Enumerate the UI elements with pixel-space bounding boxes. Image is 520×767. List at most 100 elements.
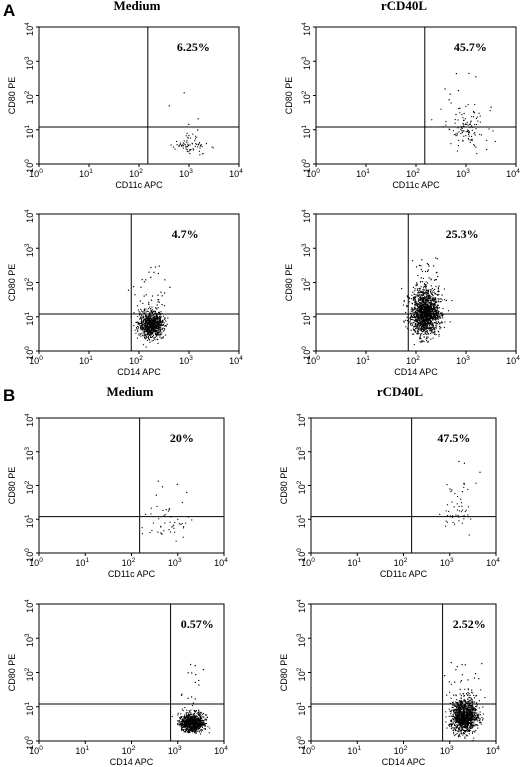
event-dot	[414, 298, 416, 300]
event-dot	[196, 713, 198, 715]
event-dot	[451, 723, 453, 725]
event-dot	[430, 297, 432, 299]
event-dot	[427, 340, 429, 342]
event-dot	[146, 322, 148, 324]
events	[141, 480, 193, 542]
event-dot	[455, 514, 457, 516]
event-dot	[196, 727, 198, 729]
event-dot	[199, 719, 201, 721]
event-dot	[150, 336, 152, 338]
event-dot	[435, 301, 437, 303]
event-dot	[184, 714, 186, 716]
event-dot	[192, 723, 194, 725]
event-dot	[208, 732, 210, 734]
event-dot	[153, 329, 155, 331]
event-dot	[419, 317, 421, 319]
event-dot	[435, 298, 437, 300]
event-dot	[426, 307, 428, 309]
event-dot	[419, 296, 421, 298]
event-dot	[455, 722, 457, 724]
event-dot	[473, 730, 475, 732]
event-dot	[149, 327, 151, 329]
event-dot	[462, 707, 464, 709]
event-dot	[417, 275, 419, 277]
event-dot	[148, 301, 150, 303]
event-dot	[432, 289, 434, 291]
event-dot	[418, 304, 420, 306]
event-dot	[430, 315, 432, 317]
event-dot	[180, 145, 182, 147]
event-dot	[145, 319, 147, 321]
event-dot	[167, 317, 169, 319]
event-dot	[475, 117, 477, 119]
event-dot	[462, 701, 464, 703]
event-dot	[429, 306, 431, 308]
event-dot	[424, 306, 426, 308]
event-dot	[421, 309, 423, 311]
event-dot	[418, 289, 420, 291]
event-dot	[179, 723, 181, 725]
event-dot	[149, 321, 151, 323]
event-dot	[142, 321, 144, 323]
event-dot	[476, 718, 478, 720]
event-dot	[434, 330, 436, 332]
event-dot	[458, 139, 460, 141]
event-dot	[471, 715, 473, 717]
event-dot	[194, 681, 196, 683]
event-dot	[411, 307, 413, 309]
event-dot	[430, 327, 432, 329]
event-dot	[409, 316, 411, 318]
event-dot	[462, 123, 464, 125]
event-dot	[177, 712, 179, 714]
event-dot	[144, 312, 146, 314]
event-dot	[160, 317, 162, 319]
event-dot	[449, 93, 451, 95]
event-dot	[413, 307, 415, 309]
event-dot	[426, 324, 428, 326]
event-dot	[181, 720, 183, 722]
event-dot	[127, 289, 130, 291]
event-dot	[416, 321, 418, 323]
event-dot	[199, 720, 201, 722]
event-dot	[426, 303, 428, 305]
event-dot	[471, 700, 473, 702]
event-dot	[150, 314, 152, 316]
event-dot	[415, 294, 417, 296]
event-dot	[147, 322, 149, 324]
event-dot	[188, 123, 190, 125]
event-dot	[432, 294, 434, 296]
event-dot	[432, 311, 434, 313]
event-dot	[187, 136, 189, 138]
event-dot	[148, 326, 150, 328]
event-dot	[412, 316, 414, 318]
event-dot	[468, 132, 470, 134]
event-dot	[420, 328, 422, 330]
event-dot	[156, 323, 158, 325]
event-dot	[150, 323, 152, 325]
event-dot	[470, 121, 472, 123]
event-dot	[189, 731, 191, 733]
event-dot	[478, 707, 480, 709]
event-dot	[140, 329, 142, 331]
event-dot	[467, 714, 469, 716]
event-dot	[473, 725, 475, 727]
event-dot	[411, 324, 413, 326]
event-dot	[173, 524, 175, 526]
event-dot	[463, 698, 465, 700]
event-dot	[430, 312, 432, 314]
event-dot	[408, 298, 410, 300]
event-dot	[460, 700, 462, 702]
event-dot	[414, 309, 416, 311]
event-dot	[424, 321, 426, 323]
event-dot	[429, 311, 431, 313]
event-dot	[159, 335, 161, 337]
event-dot	[187, 672, 189, 674]
event-dot	[419, 335, 421, 337]
event-dot	[464, 730, 466, 732]
event-dot	[435, 313, 437, 315]
event-dot	[424, 327, 426, 329]
event-dot	[454, 705, 456, 707]
event-dot	[440, 314, 442, 316]
event-dot	[145, 315, 147, 317]
event-dot	[199, 154, 201, 156]
